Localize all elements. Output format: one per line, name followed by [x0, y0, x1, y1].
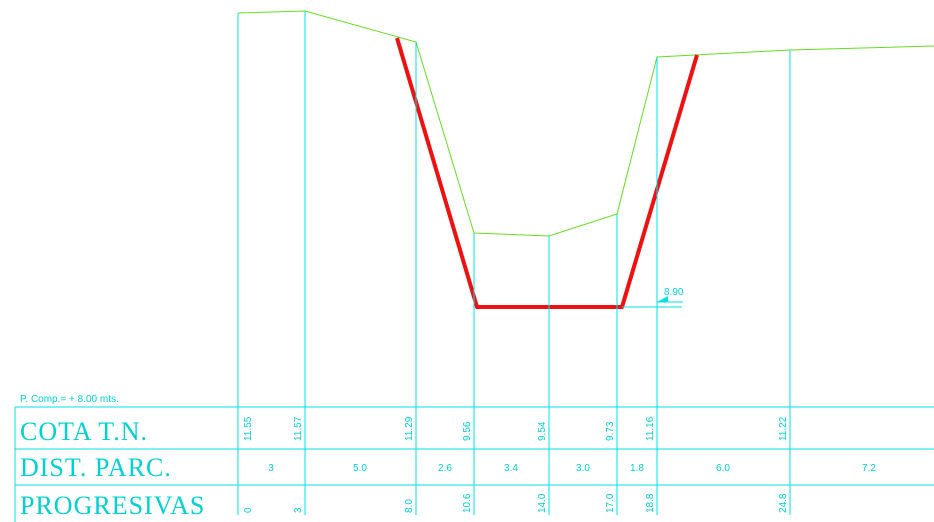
progresiva-value: 3	[293, 507, 304, 513]
cota-value: 11.29	[404, 416, 415, 441]
dist-parc-value: 3.4	[504, 463, 518, 474]
progresivas-values: 0 3 8.0 10.6 14.0 17.0 18.8 24.8	[243, 493, 789, 513]
station-lines	[237, 11, 791, 515]
cota-values: 11.55 11.57 11.29 9.56 9.54 9.73 11.16 1…	[243, 416, 789, 441]
progresiva-value: 18.8	[645, 493, 656, 513]
dist-parc-value: 3	[268, 463, 274, 474]
level-marker: 8.90	[622, 287, 684, 308]
dist-parc-value: 5.0	[353, 463, 367, 474]
dist-parc-value: 3.0	[576, 463, 590, 474]
progresiva-value: 8.0	[404, 499, 415, 513]
dist-parc-value: 2.6	[438, 463, 452, 474]
progresiva-value: 10.6	[462, 493, 473, 513]
progresiva-value: 14.0	[537, 493, 548, 513]
cota-value: 11.55	[243, 416, 254, 441]
cota-value: 11.57	[293, 416, 304, 441]
row-header-prog: PROGRESIVAS	[20, 491, 205, 520]
cota-value: 11.16	[645, 416, 656, 441]
progresiva-value: 24.8	[778, 493, 789, 513]
cota-value: 9.56	[462, 421, 473, 441]
cota-value: 11.22	[778, 416, 789, 441]
cota-value: 9.73	[605, 421, 616, 441]
row-header-cota: COTA T.N.	[20, 417, 148, 446]
dist-parc-value: 7.2	[862, 463, 876, 474]
cota-value: 9.54	[537, 421, 548, 441]
row-header-dist: DIST. PARC.	[20, 453, 172, 482]
progresiva-value: 17.0	[605, 493, 616, 513]
dist-parc-value: 6.0	[716, 463, 730, 474]
progresiva-value: 0	[243, 507, 254, 513]
level-marker-label: 8.90	[664, 287, 684, 298]
data-table-frame	[14, 406, 934, 522]
reference-plane-label: P. Comp.= + 8.00 mts.	[20, 394, 119, 405]
ground-profile-line	[237, 10, 934, 237]
dist-parc-values: 3 5.0 2.6 3.4 3.0 1.8 6.0 7.2	[268, 463, 876, 474]
dist-parc-value: 1.8	[630, 463, 644, 474]
